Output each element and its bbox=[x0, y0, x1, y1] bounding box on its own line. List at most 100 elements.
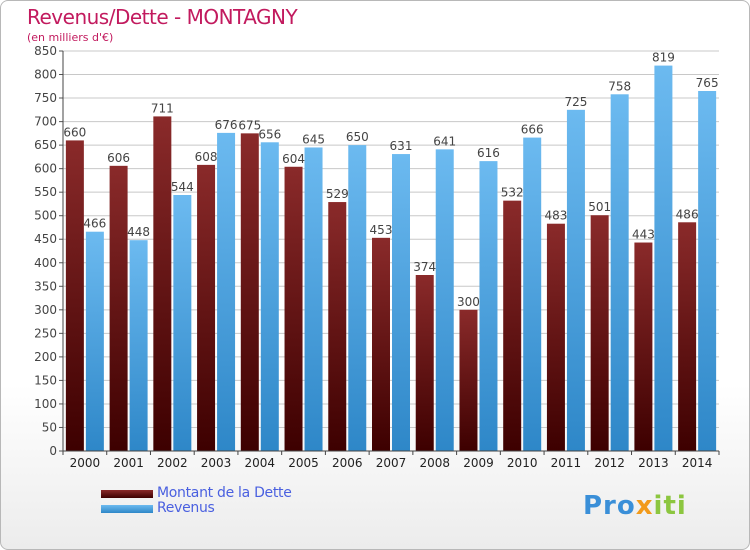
bar-dette bbox=[153, 116, 172, 451]
legend-label-dette: Montant de la Dette bbox=[157, 485, 292, 501]
data-label-dette: 300 bbox=[457, 295, 480, 309]
bar-revenus bbox=[654, 65, 673, 452]
y-tick-label: 250 bbox=[34, 326, 57, 340]
y-tick-label: 450 bbox=[34, 232, 57, 246]
data-label-dette: 443 bbox=[632, 228, 655, 242]
bar-revenus bbox=[698, 91, 717, 451]
x-tick-label: 2001 bbox=[113, 456, 144, 470]
data-label-dette: 453 bbox=[370, 223, 393, 237]
data-label-revenus: 819 bbox=[652, 51, 675, 65]
x-tick-label: 2005 bbox=[288, 456, 319, 470]
bar-revenus bbox=[479, 161, 498, 451]
y-tick-label: 300 bbox=[34, 303, 57, 317]
x-tick-label: 2004 bbox=[245, 456, 276, 470]
bar-revenus bbox=[260, 142, 279, 451]
data-label-dette: 374 bbox=[413, 260, 436, 274]
data-label-dette: 532 bbox=[501, 186, 524, 200]
y-tick-label: 0 bbox=[49, 444, 57, 458]
bar-dette bbox=[634, 242, 653, 451]
bar-revenus bbox=[217, 132, 236, 451]
bar-dette bbox=[240, 133, 259, 451]
bar-dette bbox=[284, 166, 303, 451]
logo-part-1: Pro bbox=[583, 491, 636, 521]
bar-revenus bbox=[435, 149, 454, 451]
bar-dette bbox=[459, 309, 478, 451]
y-tick-label: 600 bbox=[34, 162, 57, 176]
data-label-dette: 486 bbox=[676, 207, 699, 221]
proxiti-logo: Proxiti bbox=[583, 491, 687, 521]
data-label-revenus: 448 bbox=[127, 225, 150, 239]
bar-revenus bbox=[392, 154, 410, 451]
data-label-revenus: 666 bbox=[521, 123, 544, 137]
y-tick-label: 400 bbox=[34, 256, 57, 270]
data-label-revenus: 645 bbox=[302, 132, 325, 146]
data-label-dette: 711 bbox=[151, 101, 174, 115]
y-tick-label: 800 bbox=[34, 68, 57, 82]
x-tick-label: 2010 bbox=[507, 456, 538, 470]
bar-revenus bbox=[523, 137, 542, 451]
y-tick-label: 150 bbox=[34, 373, 57, 387]
data-label-dette: 660 bbox=[63, 125, 86, 139]
y-tick-label: 650 bbox=[34, 138, 57, 152]
data-label-revenus: 758 bbox=[608, 79, 631, 93]
x-tick-label: 2009 bbox=[463, 456, 494, 470]
bar-dette bbox=[65, 140, 84, 452]
bar-dette bbox=[678, 222, 697, 451]
logo-part-3: iti bbox=[653, 491, 687, 521]
x-tick-label: 2012 bbox=[594, 456, 625, 470]
chart-title: Revenus/Dette - MONTAGNY bbox=[27, 5, 298, 29]
data-label-dette: 608 bbox=[195, 150, 218, 164]
y-tick-label: 50 bbox=[42, 420, 57, 434]
bar-dette bbox=[372, 237, 390, 451]
data-label-revenus: 656 bbox=[258, 127, 281, 141]
data-label-revenus: 641 bbox=[433, 134, 456, 148]
y-tick-label: 100 bbox=[34, 397, 57, 411]
data-label-dette: 606 bbox=[107, 151, 130, 165]
y-tick-label: 750 bbox=[34, 91, 57, 105]
logo-part-2: x bbox=[635, 491, 654, 521]
x-tick-label: 2002 bbox=[157, 456, 188, 470]
x-tick-label: 2011 bbox=[551, 456, 582, 470]
data-label-dette: 604 bbox=[282, 152, 305, 166]
x-tick-label: 2013 bbox=[638, 456, 669, 470]
bar-dette bbox=[546, 223, 565, 451]
bar-revenus bbox=[129, 240, 148, 451]
bar-dette bbox=[590, 215, 609, 451]
legend-swatch-dette bbox=[101, 490, 153, 498]
chart-subtitle: (en milliers d'€) bbox=[27, 31, 114, 44]
legend-label-revenus: Revenus bbox=[157, 500, 215, 516]
bar-revenus bbox=[173, 195, 192, 451]
y-tick-label: 200 bbox=[34, 350, 57, 364]
data-label-revenus: 616 bbox=[477, 146, 500, 160]
x-tick-label: 2006 bbox=[332, 456, 363, 470]
x-tick-label: 2000 bbox=[70, 456, 101, 470]
y-tick-label: 550 bbox=[34, 185, 57, 199]
bar-dette bbox=[415, 275, 434, 451]
bars-layer bbox=[65, 65, 717, 452]
y-tick-label: 350 bbox=[34, 279, 57, 293]
bar-revenus bbox=[348, 145, 367, 451]
bar-revenus bbox=[85, 231, 104, 451]
bar-revenus bbox=[610, 94, 629, 451]
data-label-revenus: 650 bbox=[346, 130, 369, 144]
bar-revenus bbox=[304, 147, 323, 451]
data-label-revenus: 725 bbox=[564, 95, 587, 109]
bar-dette bbox=[328, 202, 347, 451]
x-tick-label: 2003 bbox=[201, 456, 232, 470]
axis-layer: 0 50 100 150 200 250 300 350 400 450 500 550 600 650 7… bbox=[34, 44, 720, 470]
data-label-revenus: 676 bbox=[215, 118, 238, 132]
data-label-dette: 501 bbox=[588, 200, 611, 214]
data-label-dette: 483 bbox=[544, 209, 567, 223]
data-label-revenus: 544 bbox=[171, 180, 194, 194]
data-label-revenus: 466 bbox=[83, 217, 106, 231]
data-label-dette: 529 bbox=[326, 187, 349, 201]
x-tick-label: 2014 bbox=[682, 456, 713, 470]
data-label-revenus: 631 bbox=[390, 139, 413, 153]
y-tick-label: 700 bbox=[34, 115, 57, 129]
data-label-dette: 675 bbox=[238, 118, 261, 132]
x-tick-label: 2007 bbox=[376, 456, 407, 470]
bar-dette bbox=[197, 164, 216, 451]
